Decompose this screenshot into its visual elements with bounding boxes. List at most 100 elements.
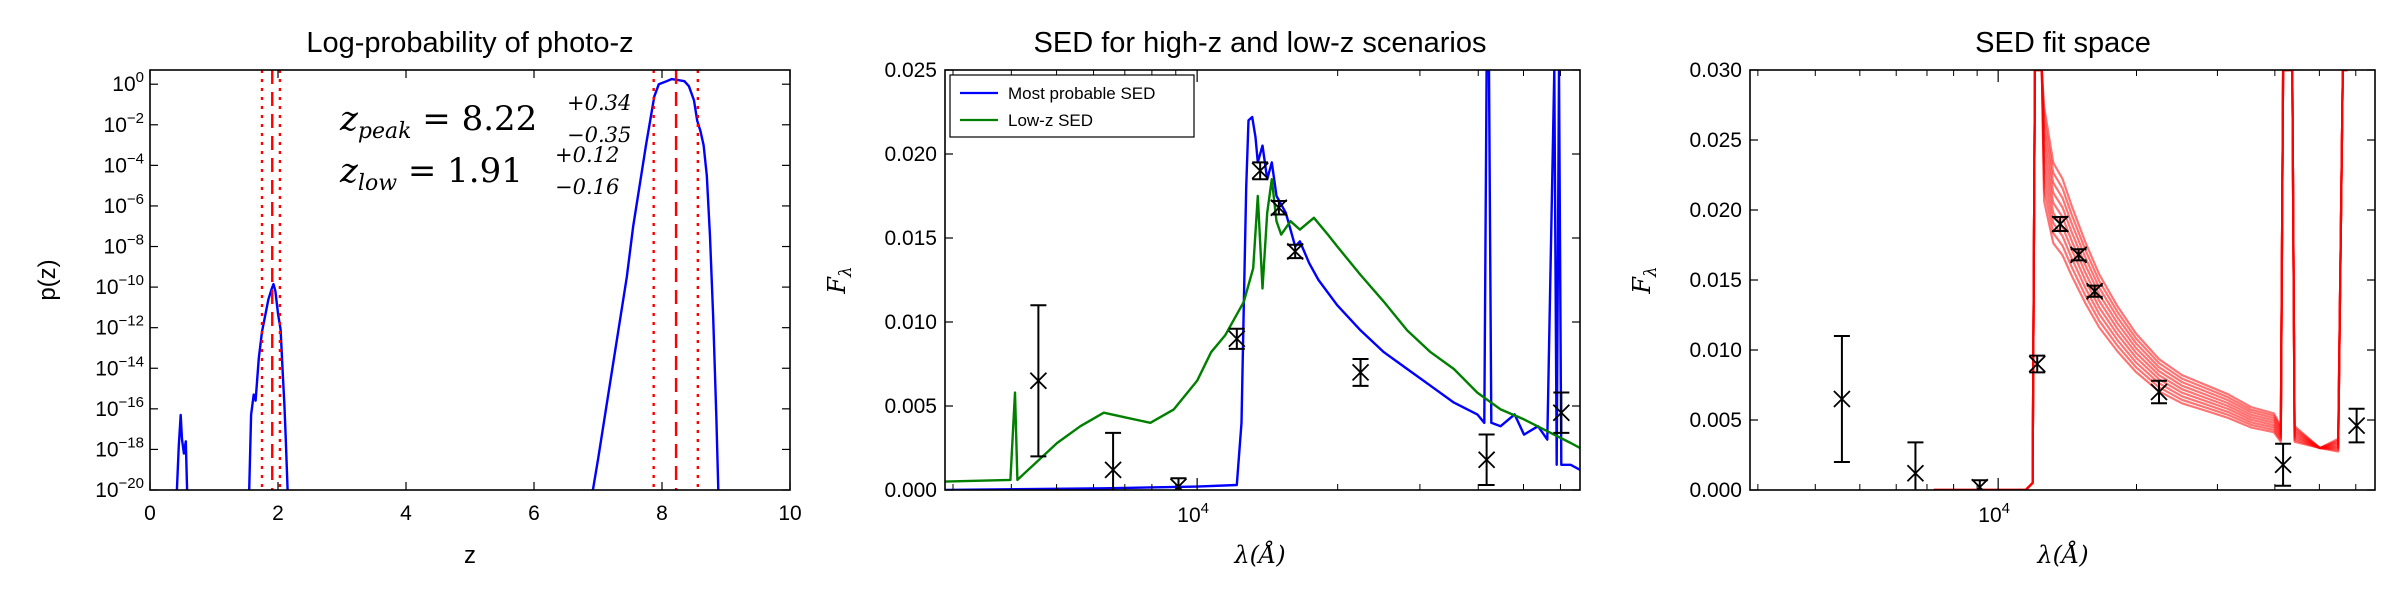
- y-tick-label: 10−6: [104, 191, 144, 218]
- plot-area: [1833, 70, 2366, 490]
- y-tick-exponent: −8: [127, 232, 144, 249]
- point-marker: [2347, 416, 2366, 435]
- data-point: [1833, 335, 1851, 463]
- y-tick-label: 10−20: [95, 475, 144, 502]
- fit-sed-line: [1933, 70, 2348, 490]
- y-tick-exponent: −16: [119, 394, 144, 411]
- point-marker: [2051, 215, 2069, 233]
- y-axis-label: p(z): [34, 259, 61, 300]
- point-marker: [1833, 390, 1851, 408]
- y-tick-exponent: −4: [127, 150, 144, 167]
- x-tick-label: 10: [778, 502, 801, 525]
- annotation-z-low-value: = 1.91: [397, 151, 523, 191]
- point-marker: [2086, 282, 2104, 300]
- y-tick-base: 10: [95, 479, 118, 502]
- data-point: [2347, 407, 2366, 444]
- annotation-z-peak-sub: peak: [358, 119, 412, 144]
- y-tick-base: 10: [95, 276, 118, 299]
- y-tick-base: 10: [95, 438, 118, 461]
- data-point: [2069, 246, 2088, 264]
- low-z-sed-line: [945, 178, 1580, 483]
- annotation-z-low-lower-error: −0.16: [555, 175, 619, 199]
- y-tick-exponent: −2: [127, 110, 144, 127]
- point-marker: [2028, 355, 2046, 373]
- x-tick-exponent: 4: [1201, 500, 1209, 517]
- point-marker: [1477, 451, 1496, 469]
- data-point: [1251, 161, 1269, 181]
- y-tick-exponent: −10: [119, 272, 144, 289]
- y-tick-label: 10−10: [95, 272, 144, 299]
- fit-sed-line: [1933, 70, 2348, 490]
- data-point: [1029, 304, 1048, 458]
- y-axis-label-symbol: F: [1628, 276, 1656, 295]
- data-point: [1169, 477, 1188, 490]
- data-point: [1270, 199, 1288, 217]
- legend-label-most-probable: Most probable SED: [1008, 84, 1155, 103]
- y-tick-label: 0.015: [884, 227, 937, 250]
- y-tick-exponent: −18: [119, 434, 144, 451]
- point-marker: [1906, 464, 1925, 482]
- x-tick-exponent: 4: [2002, 500, 2010, 517]
- y-tick-base: 10: [95, 357, 118, 380]
- y-tick-base: 10: [95, 398, 118, 421]
- y-tick-base: 10: [95, 317, 118, 340]
- y-tick-label: 0.025: [884, 59, 937, 82]
- x-tick-label: 2: [272, 502, 284, 525]
- point-marker: [1228, 330, 1246, 348]
- y-axis-label: Fλ: [1628, 266, 1661, 294]
- chart-title: SED fit space: [1975, 27, 2151, 59]
- y-tick-base: 10: [104, 236, 127, 259]
- data-point: [1104, 431, 1122, 490]
- y-tick-label: 0.000: [1689, 479, 1742, 502]
- annotation-z-peak-var: z: [339, 99, 359, 139]
- data-point: [1286, 242, 1304, 261]
- y-tick-base: 10: [104, 114, 127, 137]
- y-axis-label-subscript: λ: [836, 266, 856, 278]
- point-marker: [1029, 372, 1048, 390]
- y-tick-label: 0.010: [884, 311, 937, 334]
- data-point: [2028, 354, 2046, 374]
- y-tick-exponent: −20: [119, 475, 144, 492]
- data-point: [1477, 433, 1496, 486]
- data-point: [2086, 282, 2104, 300]
- y-axis-label-symbol: F: [823, 276, 851, 295]
- annotation-z-peak-lower-error: −0.35: [567, 123, 631, 147]
- point-marker: [2274, 456, 2292, 474]
- x-tick-base: 10: [1978, 504, 2001, 527]
- x-tick-label: 104: [1978, 500, 2010, 527]
- panel-log-probability: Log-probability of photo-z 0 2 4 6 8 1010010−…: [34, 27, 802, 569]
- y-tick-label: 0.015: [1689, 269, 1742, 292]
- data-point: [1228, 327, 1246, 350]
- point-marker: [1173, 478, 1188, 490]
- plot-area: [175, 70, 720, 490]
- fit-sed-line: [1933, 70, 2348, 490]
- fit-sed-line: [1933, 70, 2348, 490]
- x-tick-base: 10: [1177, 504, 1200, 527]
- y-tick-label: 0.005: [884, 395, 937, 418]
- annotation-z-low-sub: low: [358, 171, 397, 196]
- annotation-z-low: zlow = 1.91: [339, 151, 523, 196]
- point-marker: [2069, 246, 2088, 264]
- y-tick-label: 0.020: [1689, 199, 1742, 222]
- legend: Most probable SED Low-z SED: [949, 74, 1195, 138]
- point-marker: [1104, 461, 1122, 479]
- y-tick-label: 0.025: [1689, 129, 1742, 152]
- data-point: [2274, 442, 2292, 487]
- panel-sed-scenarios: SED for high-z and low-z scenarios 0.000…: [823, 27, 1581, 569]
- data-point: [1552, 391, 1570, 434]
- annotation-z-peak-value: = 8.22: [411, 99, 537, 139]
- fit-sed-line: [1933, 70, 2348, 490]
- y-tick-exponent: −12: [119, 313, 144, 330]
- legend-box: [949, 74, 1195, 138]
- x-axis-label: z: [464, 542, 476, 569]
- y-tick-base: 10: [112, 73, 135, 96]
- x-tick-label: 4: [400, 502, 412, 525]
- y-tick-label: 10−4: [104, 150, 144, 177]
- series-line-segment: [175, 413, 189, 490]
- chart-title: Log-probability of photo-z: [306, 27, 633, 59]
- x-axis-label: λ(Å): [1233, 540, 1285, 569]
- y-tick-label: 0.005: [1689, 409, 1742, 432]
- annotation-z-peak: zpeak = 8.22: [339, 99, 537, 144]
